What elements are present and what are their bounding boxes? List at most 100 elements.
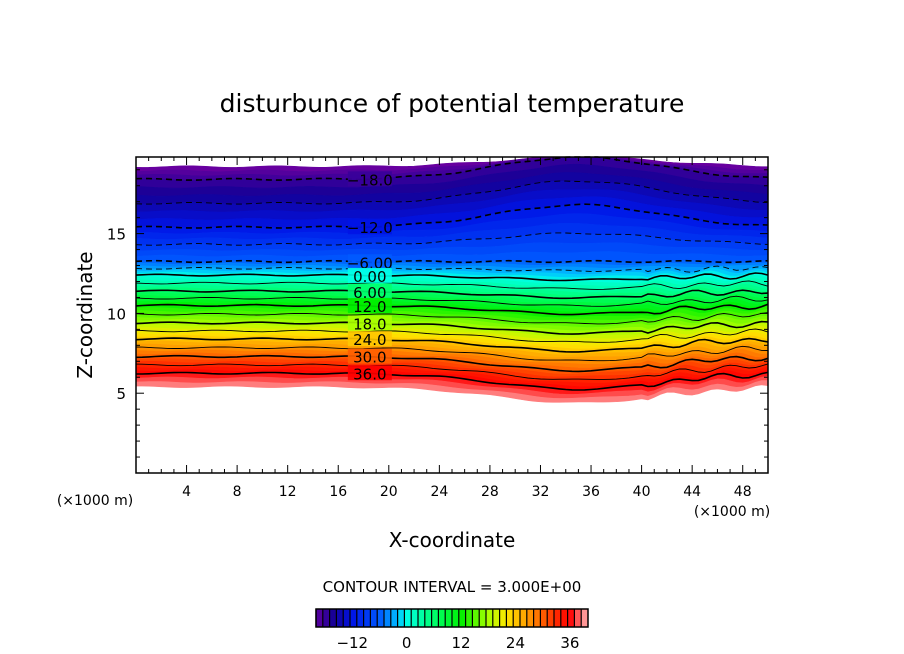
contour-label: 18.0 xyxy=(353,315,386,333)
x-tick-label: 24 xyxy=(430,484,448,500)
contour-label: 24.0 xyxy=(353,331,386,349)
colorbar-swatch xyxy=(363,609,371,627)
y-tick-label: 5 xyxy=(116,385,126,403)
colorbar-swatch xyxy=(322,609,330,627)
colorbar-swatch xyxy=(384,609,392,627)
contour-line xyxy=(135,180,769,205)
colorbar-swatch xyxy=(329,609,337,627)
colorbar-swatch xyxy=(356,609,364,627)
colorbar-tick-label: 0 xyxy=(402,634,412,652)
colorbar-swatch xyxy=(581,609,589,627)
contour-line xyxy=(135,203,769,229)
colorbar-swatch xyxy=(438,609,446,627)
x-tick-label: 8 xyxy=(233,484,242,500)
x-axis-label: X-coordinate xyxy=(389,528,516,552)
colorbar-swatch xyxy=(404,609,412,627)
colorbar-frame xyxy=(315,608,589,628)
contour-label: 0.00 xyxy=(353,268,386,286)
x-tick-label: 36 xyxy=(582,484,600,500)
chart-title: disturbunce of potential temperature xyxy=(220,89,685,118)
colorbar-swatch xyxy=(486,609,494,627)
contour-label-bg xyxy=(347,315,392,331)
contour-line xyxy=(135,280,769,290)
contour-label-bg xyxy=(347,254,392,270)
colorbar-swatch xyxy=(336,609,344,627)
colorbar-swatch xyxy=(411,609,419,627)
contour-line xyxy=(135,272,769,282)
colorbar-swatch xyxy=(390,609,398,627)
colorbar-swatch xyxy=(465,609,473,627)
contour-line xyxy=(135,363,769,380)
y-tick-label: 10 xyxy=(107,305,126,323)
colorbar-swatch xyxy=(526,609,534,627)
contour-label-bg xyxy=(347,348,392,364)
x-tick-label: 16 xyxy=(329,484,347,500)
x-unit-label-right: (×1000 m) xyxy=(694,504,770,520)
contour-line xyxy=(135,354,769,373)
contour-label-bg xyxy=(347,267,392,283)
colorbar-swatch xyxy=(350,609,358,627)
contour-line xyxy=(135,345,769,362)
colorbar-swatch xyxy=(370,609,378,627)
contour-line xyxy=(135,232,769,246)
colorbar-swatch xyxy=(424,609,432,627)
contour-label-bg xyxy=(347,298,392,314)
x-tick-label: 40 xyxy=(633,484,651,500)
contour-line xyxy=(135,259,769,264)
colorbar-swatch xyxy=(499,609,507,627)
contour-line xyxy=(135,320,769,335)
x-tick-label: 28 xyxy=(481,484,499,500)
x-tick-label: 20 xyxy=(380,484,398,500)
colorbar-swatch xyxy=(492,609,500,627)
colorbar-swatch xyxy=(418,609,426,627)
contour-line xyxy=(135,337,769,353)
y-tick-label: 15 xyxy=(107,226,126,244)
contour-interval-text: CONTOUR INTERVAL = 3.000E+00 xyxy=(323,578,582,596)
colorbar-tick-label: 24 xyxy=(506,634,525,652)
x-tick-label: 12 xyxy=(279,484,297,500)
colorbar-swatch xyxy=(554,609,562,627)
colorbar-tick-label: −12 xyxy=(336,634,368,652)
colorbar-swatch xyxy=(567,609,575,627)
contour-label: −12.0 xyxy=(347,219,393,237)
contour-line xyxy=(135,265,769,273)
contour-label: 30.0 xyxy=(353,349,386,367)
colorbar-swatch xyxy=(547,609,555,627)
colorbar-swatch xyxy=(377,609,385,627)
contour-label: 12.0 xyxy=(353,298,386,316)
colorbar-swatch xyxy=(560,609,568,627)
colorbar-swatch xyxy=(431,609,439,627)
x-tick-label: 48 xyxy=(734,484,752,500)
colorbar-tick-label: 36 xyxy=(560,634,579,652)
colorbar-swatch xyxy=(574,609,582,627)
colorbar-swatch xyxy=(513,609,521,627)
y-axis-label: Z-coordinate xyxy=(73,251,97,378)
colorbar-swatch xyxy=(445,609,453,627)
contour-label: −6.00 xyxy=(347,254,393,272)
x-tick-label: 44 xyxy=(683,484,701,500)
contour-label-bg xyxy=(347,171,392,187)
contour-label-bg xyxy=(347,283,392,299)
colorbar-swatch xyxy=(540,609,548,627)
contour-line xyxy=(135,156,769,181)
colorbar-swatch xyxy=(397,609,405,627)
contour-line xyxy=(135,295,769,307)
contour-line xyxy=(135,289,769,300)
colorbar-swatch xyxy=(533,609,541,627)
x-unit-label-left: (×1000 m) xyxy=(57,493,133,509)
contour-label-bg xyxy=(347,331,392,347)
contour-label-bg xyxy=(347,365,392,381)
x-tick-label: 32 xyxy=(532,484,550,500)
contour-line xyxy=(135,312,769,325)
colorbar-swatch xyxy=(343,609,351,627)
contour-label: −18.0 xyxy=(347,171,393,189)
contour-label: 36.0 xyxy=(353,365,386,383)
contour-line xyxy=(135,328,769,343)
colorbar-swatch xyxy=(452,609,460,627)
colorbar-swatch xyxy=(479,609,487,627)
contour-line xyxy=(136,371,769,391)
contour-label-bg xyxy=(347,219,392,235)
colorbar-swatch xyxy=(458,609,466,627)
